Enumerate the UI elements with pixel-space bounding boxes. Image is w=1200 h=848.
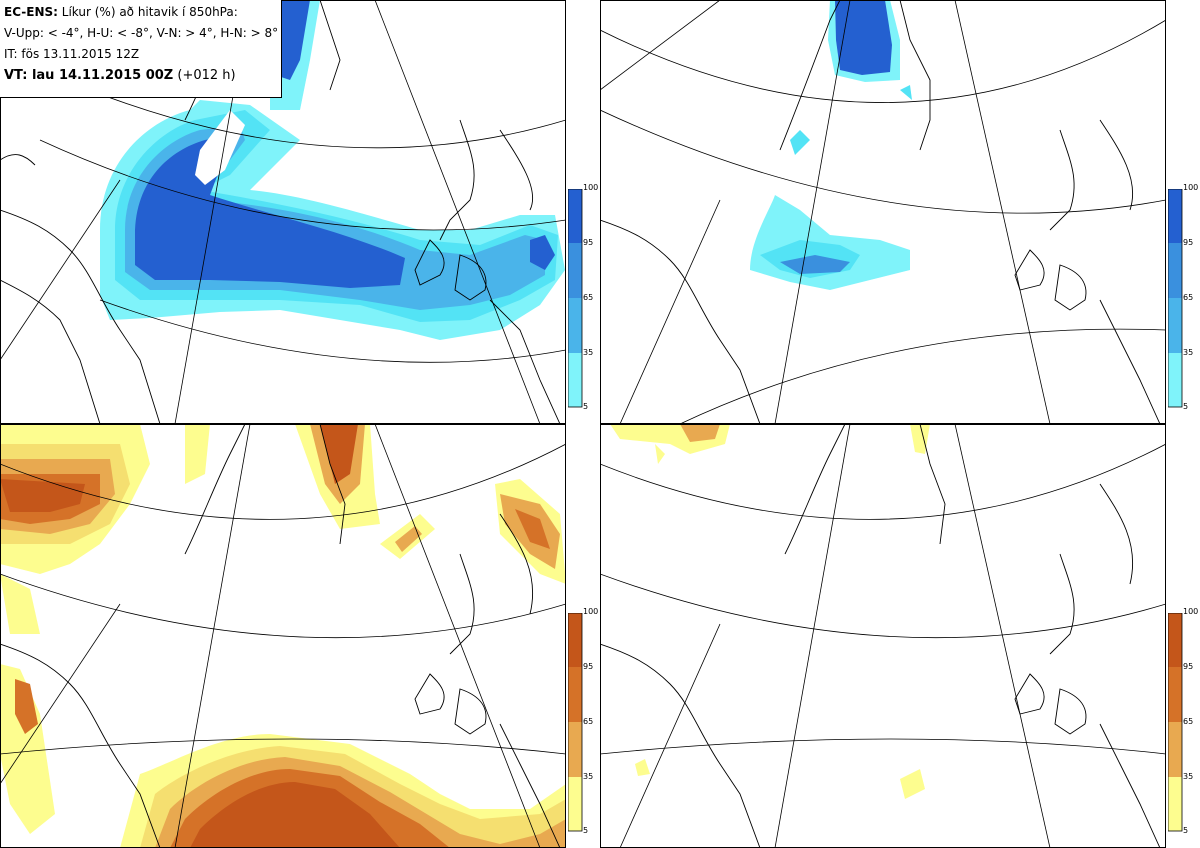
tick-5: 5 [583,826,589,835]
coastlines [0,424,561,848]
map-title: Líkur (%) að hitavik í 850hPa: [61,5,238,19]
tick-100: 100 [1183,607,1199,616]
coastlines [0,0,561,424]
map-panel-upper-left [0,0,566,424]
tick-65: 65 [583,717,594,726]
map-panel-upper-right [600,0,1166,424]
threshold-legend: V-Upp: < -4°, H-U: < -8°, V-N: > 4°, H-N… [4,26,279,40]
tick-5: 5 [1183,826,1189,835]
model-name: EC-ENS: [4,5,58,19]
tick-35: 35 [583,348,594,357]
tick-100: 100 [583,183,599,192]
tick-65: 65 [1183,293,1194,302]
colorbar-cold-right [1167,188,1186,408]
colorbar-cold-upper [567,188,586,408]
map-panel-lower-right [600,424,1166,848]
valid-time: VT: lau 14.11.2015 00Z [4,68,174,83]
tick-95: 95 [1183,662,1194,671]
coastlines [600,0,1161,424]
coastlines [600,424,1161,848]
tick-65: 65 [1183,717,1194,726]
tick-65: 65 [583,293,594,302]
probability-field [100,0,565,340]
tick-5: 5 [583,402,589,411]
graticule [600,0,1166,424]
colorbar-warm-right [1167,612,1186,832]
tick-100: 100 [1183,183,1199,192]
tick-35: 35 [1183,772,1194,781]
map-panel-lower-left [0,424,566,848]
init-time: IT: fös 13.11.2015 12Z [4,47,140,61]
tick-35: 35 [583,772,594,781]
lead-time: (+012 h) [177,68,236,83]
tick-100: 100 [583,607,599,616]
graticule [0,424,566,848]
colorbar-warm-left [567,612,586,832]
tick-35: 35 [1183,348,1194,357]
probability-field [610,424,930,799]
tick-95: 95 [583,662,594,671]
probability-field [750,0,912,290]
tick-95: 95 [1183,238,1194,247]
probability-field [0,424,566,848]
tick-95: 95 [583,238,594,247]
tick-5: 5 [1183,402,1189,411]
graticule [600,424,1166,848]
info-legend-box: EC-ENS: Líkur (%) að hitavik í 850hPa: V… [0,0,282,98]
